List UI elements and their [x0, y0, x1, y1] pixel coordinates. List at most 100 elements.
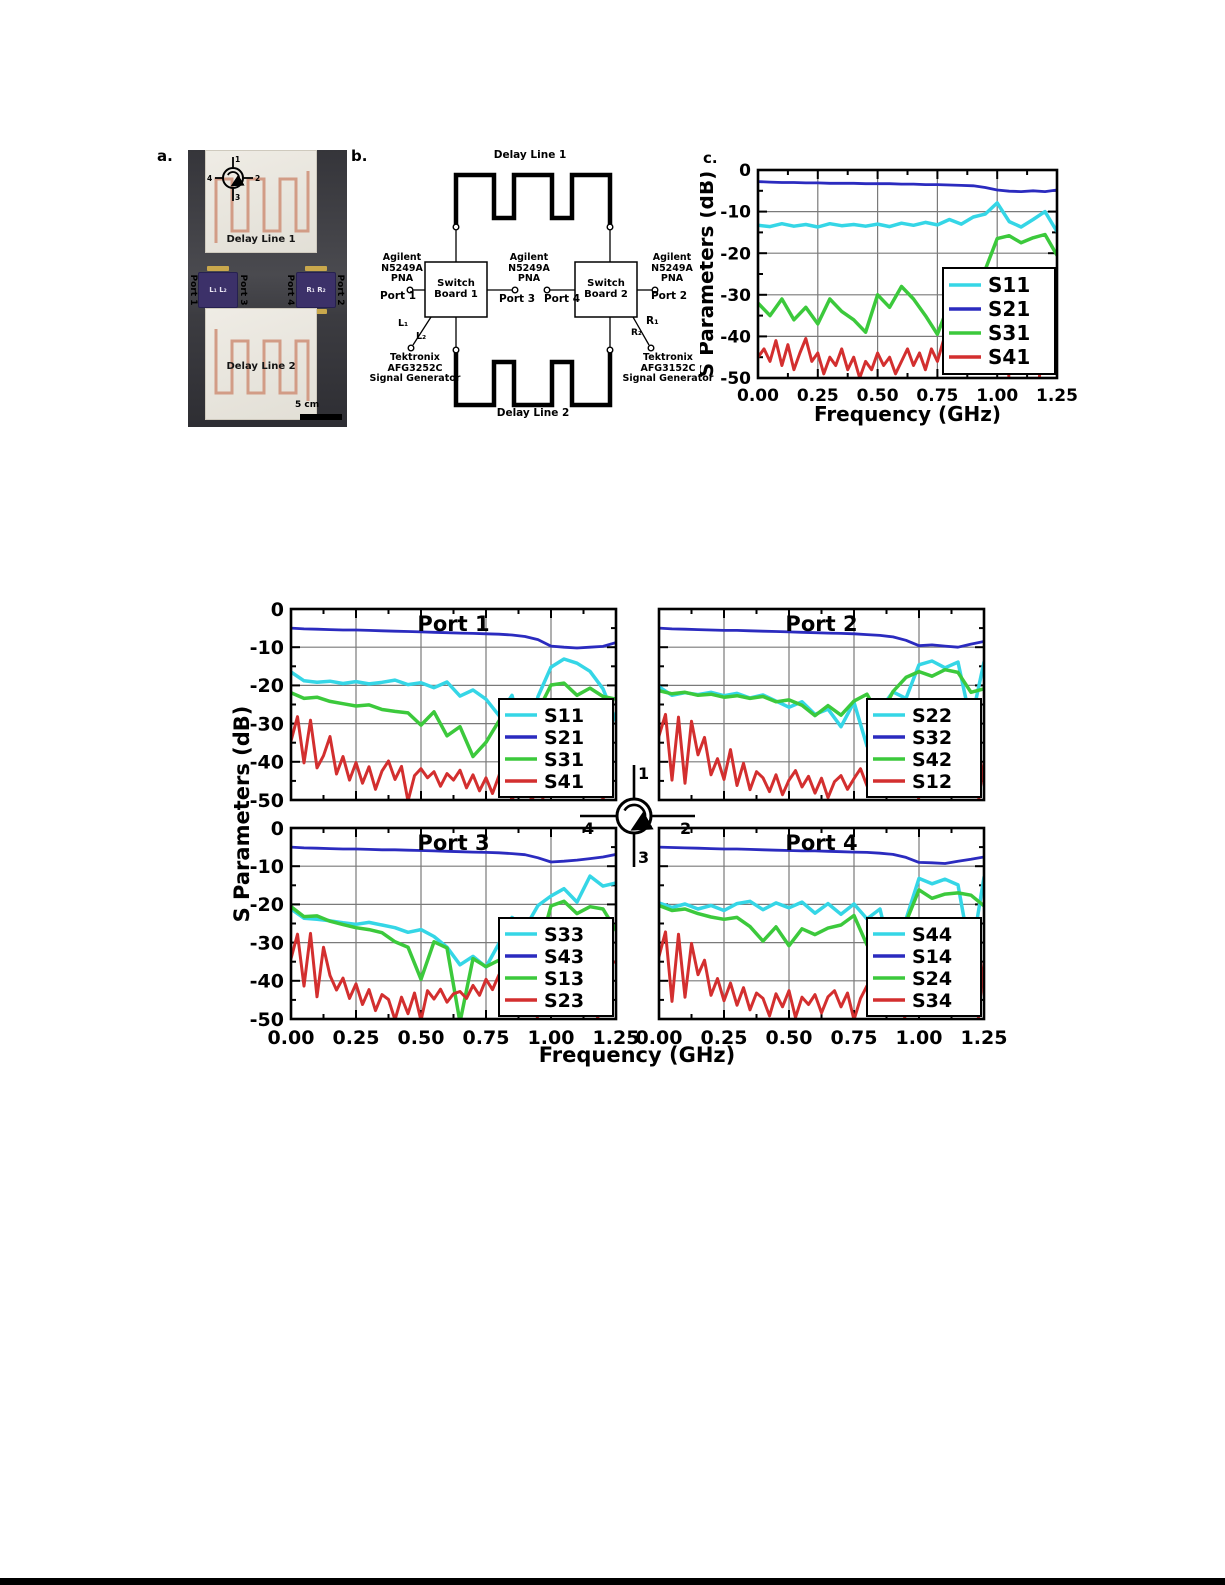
y-tick-label: -10 [250, 637, 284, 659]
legend-label-S41: S41 [544, 771, 584, 793]
circulator-photo-arrow [227, 171, 245, 187]
circulator-photo-port2: 2 [255, 174, 260, 183]
x-tick-label: 1.00 [896, 1027, 943, 1049]
schematic-port1-label: Port 1 [379, 290, 417, 302]
legend-label-S41: S41 [988, 345, 1030, 369]
y-tick-label: -30 [720, 286, 751, 306]
x-axis-title: Frequency (GHz) [814, 402, 1001, 426]
series-S23 [291, 931, 616, 1019]
legend-label-S32: S32 [912, 727, 952, 749]
circulator-photo-port3: 3 [235, 193, 240, 202]
circulator-grid-port4: 4 [583, 819, 594, 838]
setup-schematic: Delay Line 1 Delay Line 2 Agilent N5249A… [360, 150, 732, 432]
circulator-grid-port3: 3 [638, 848, 649, 867]
series-S32 [659, 626, 984, 649]
x-tick-label: 1.25 [961, 1027, 1008, 1049]
schematic-port2-label: Port 2 [650, 290, 688, 302]
x-tick-label: 0.25 [333, 1027, 380, 1049]
switch-chip-left: L₁ L₂ [198, 266, 238, 314]
legend-label-S11: S11 [544, 705, 584, 727]
pna-mid-label: Agilent N5249A PNA [508, 252, 550, 284]
r1-label: R₁ [646, 315, 659, 327]
connection-lines [412, 229, 652, 347]
delay-line-2-label: Delay Line 2 [226, 361, 296, 372]
series-group [659, 626, 984, 800]
legend-label-S42: S42 [912, 749, 952, 771]
switch-board-1-label: Switch Board 1 [434, 278, 478, 300]
chip-pad [305, 266, 327, 271]
x-tick-label: 1.00 [976, 386, 1018, 406]
series-S44 [659, 875, 984, 965]
series-group [659, 845, 984, 1019]
device-photo: Delay Line 1 1 2 3 4 L₁ L₂ R₁ R₂ [188, 150, 347, 427]
circulator-symbol-grid: 1 2 3 4 [580, 764, 695, 867]
generator-left-label: Tektronix AFG3252C Signal Generator [369, 352, 461, 384]
series-S31 [758, 232, 1057, 337]
switch-board-2-box [574, 261, 638, 318]
switch-board-1-box [424, 261, 488, 318]
chart-title: Port 2 [785, 612, 857, 636]
photo-port1-label: Port 1 [188, 274, 198, 306]
plot-border [657, 607, 986, 802]
legend-label-S33: S33 [544, 924, 584, 946]
schematic-port3-label: Port 3 [498, 293, 536, 305]
legend-label-S12: S12 [912, 771, 952, 793]
series-S21 [758, 180, 1057, 193]
series-group [291, 626, 616, 800]
legend-label-S14: S14 [912, 946, 952, 968]
series-S33 [291, 874, 616, 969]
legend-label-S34: S34 [912, 990, 952, 1012]
panel-a-label: a. [157, 147, 173, 165]
x-tick-label: 1.00 [528, 1027, 575, 1049]
x-tick-label: 0.00 [737, 386, 779, 406]
y-tick-label: -20 [720, 244, 751, 264]
y-tick-label: -40 [250, 752, 284, 774]
y-tick-label: -50 [720, 369, 751, 389]
switch-chip-right: R₁ R₂ [296, 266, 336, 314]
schematic-delay-line-1-label: Delay Line 1 [493, 149, 567, 161]
delay-line-2-traces [214, 329, 310, 401]
y-tick-label: -40 [250, 971, 284, 993]
l1-label: L₁ [398, 318, 409, 329]
y-axis-title: S Parameters (dB) [700, 171, 718, 377]
chip-right-label: R₁ R₂ [306, 286, 326, 294]
chart-title: Port 1 [417, 612, 489, 636]
legend-label-S24: S24 [912, 968, 952, 990]
series-S41 [291, 715, 606, 800]
series-S24 [659, 888, 984, 958]
plot-border [756, 168, 1059, 380]
y-tick-label: -20 [250, 675, 284, 697]
scale-label: 5 cm [295, 400, 320, 410]
schematic-drawing [406, 172, 659, 408]
legend-label-S23: S23 [544, 990, 584, 1012]
series-S21 [291, 626, 616, 650]
legend-label-S11: S11 [988, 273, 1030, 297]
chip-left-label: L₁ L₂ [209, 286, 227, 294]
series-S43 [291, 845, 616, 864]
y-tick-label: 0 [271, 599, 284, 621]
chart-title: Port 3 [417, 831, 489, 855]
series-group [291, 845, 616, 1019]
legend-label-S43: S43 [544, 946, 584, 968]
x-tick-label: 0.75 [831, 1027, 878, 1049]
legend-label-S44: S44 [912, 924, 952, 946]
legend-label-S31: S31 [544, 749, 584, 771]
page-bottom-rule [0, 1578, 1225, 1585]
delay-line-2-trace [453, 350, 613, 408]
y-tick-label: -20 [250, 894, 284, 916]
panel-c-label: c. [703, 149, 718, 167]
delay-line-2-board: Delay Line 2 [205, 308, 317, 420]
circulator-photo-circle [222, 167, 244, 189]
pna-left-label: Agilent N5249A PNA [381, 252, 423, 284]
x-tick-label: 0.75 [463, 1027, 510, 1049]
series-S11 [291, 657, 616, 748]
grid-y-axis-title: S Parameters (dB) [230, 705, 254, 923]
series-S12 [659, 712, 984, 800]
x-tick-label: 0.50 [766, 1027, 813, 1049]
circulator-photo-port1: 1 [235, 155, 240, 164]
legend-label-S21: S21 [544, 727, 584, 749]
scale-bar [300, 414, 342, 420]
port3-chart: 0 -10 -20 -30 -40 -500.00 0.25 0.50 0.75 1.00 1.25… [250, 818, 640, 1049]
chart-title: Port 4 [785, 831, 857, 855]
y-tick-label: -10 [250, 856, 284, 878]
